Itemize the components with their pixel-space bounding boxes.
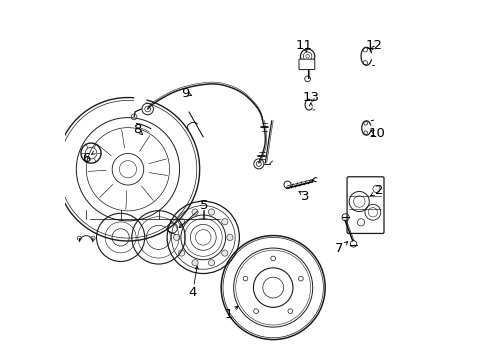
Text: 6: 6 xyxy=(81,152,90,165)
Text: 8: 8 xyxy=(132,123,141,136)
Circle shape xyxy=(221,219,227,225)
Text: 12: 12 xyxy=(365,39,381,52)
Circle shape xyxy=(221,250,227,256)
Text: 4: 4 xyxy=(188,287,196,300)
Circle shape xyxy=(226,234,233,240)
FancyBboxPatch shape xyxy=(346,177,383,233)
Text: 13: 13 xyxy=(302,91,319,104)
Circle shape xyxy=(178,250,184,256)
Text: 5: 5 xyxy=(200,199,208,212)
Circle shape xyxy=(191,209,198,215)
Text: 2: 2 xyxy=(374,184,383,197)
Circle shape xyxy=(208,260,214,266)
Text: 7: 7 xyxy=(335,242,343,255)
Circle shape xyxy=(208,209,214,215)
Circle shape xyxy=(191,260,198,266)
Circle shape xyxy=(178,219,184,225)
Text: 3: 3 xyxy=(301,190,309,203)
Text: 9: 9 xyxy=(181,87,189,100)
Circle shape xyxy=(173,234,179,240)
FancyBboxPatch shape xyxy=(298,59,314,69)
Text: 11: 11 xyxy=(295,39,311,52)
Text: 1: 1 xyxy=(224,308,232,321)
Text: 10: 10 xyxy=(368,127,385,140)
